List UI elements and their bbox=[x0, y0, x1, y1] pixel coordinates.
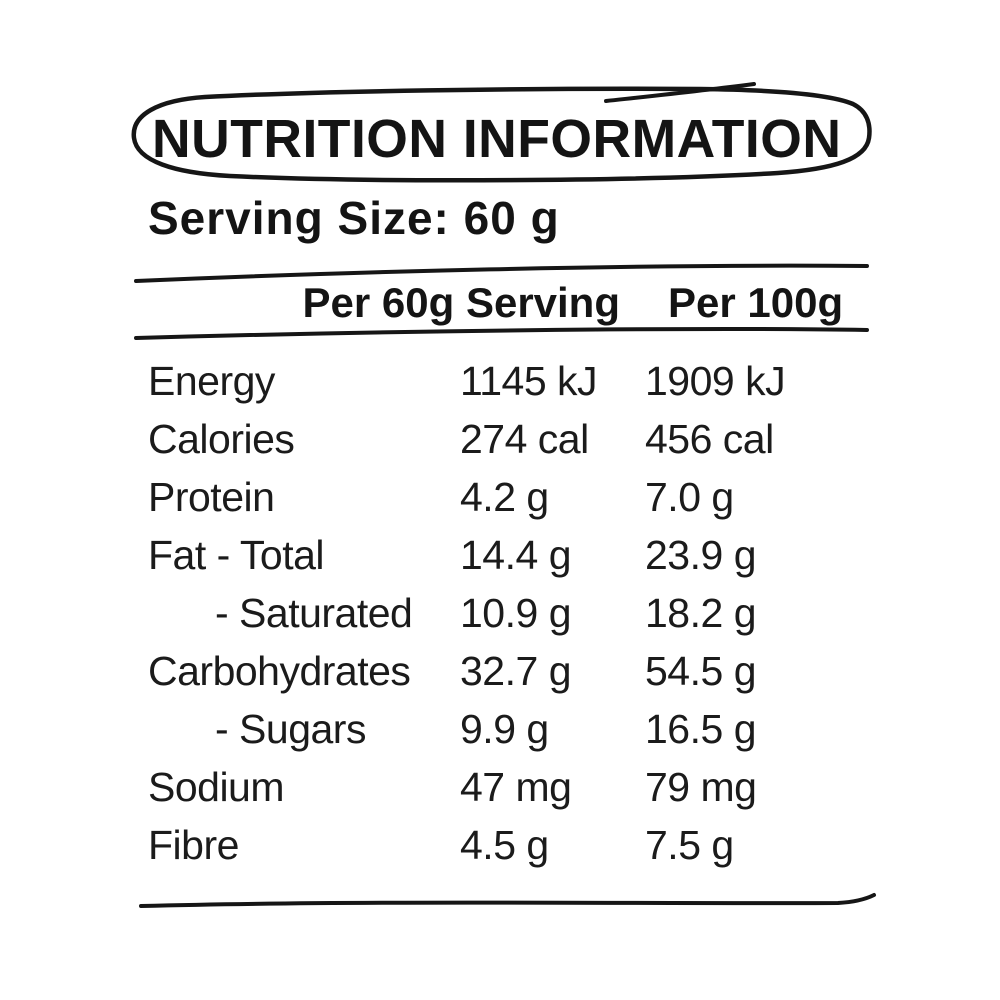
table-bottom-rule bbox=[139, 893, 876, 908]
nutrient-name: Energy bbox=[148, 358, 275, 404]
per-serving-value: 4.2 g bbox=[460, 474, 549, 520]
nutrient-name: Carbohydrates bbox=[148, 648, 411, 694]
per-100g-value: 456 cal bbox=[645, 416, 774, 462]
per-serving-value: 274 cal bbox=[460, 416, 589, 462]
table-row-fat-total: Fat - Total 14.4 g 23.9 g bbox=[148, 526, 870, 584]
page-title: NUTRITION INFORMATION bbox=[152, 109, 842, 169]
table-row-sugars: - Sugars 9.9 g 16.5 g bbox=[148, 700, 870, 758]
header-bottom-rule bbox=[134, 326, 869, 340]
table-row-fibre: Fibre 4.5 g 7.5 g bbox=[148, 816, 870, 874]
nutrient-name: Fibre bbox=[148, 822, 239, 868]
per-100g-value: 7.0 g bbox=[645, 474, 734, 520]
per-100g-value: 7.5 g bbox=[645, 822, 734, 868]
per-serving-value: 32.7 g bbox=[460, 648, 572, 694]
per-serving-value: 14.4 g bbox=[460, 532, 572, 578]
per-100g-value: 16.5 g bbox=[645, 706, 757, 752]
table-row-protein: Protein 4.2 g 7.0 g bbox=[148, 468, 870, 526]
column-header-per-serving: Per 60g Serving bbox=[302, 279, 620, 326]
nutrient-name: - Sugars bbox=[215, 706, 366, 752]
table-row-calories: Calories 274 cal 456 cal bbox=[148, 410, 870, 468]
nutrient-name: Protein bbox=[148, 474, 275, 520]
table-row-carbohydrates: Carbohydrates 32.7 g 54.5 g bbox=[148, 642, 870, 700]
per-100g-value: 79 mg bbox=[645, 764, 757, 810]
nutrient-name: Sodium bbox=[148, 764, 285, 810]
table-row-fat-saturated: - Saturated 10.9 g 18.2 g bbox=[148, 584, 870, 642]
nutrient-name: Fat - Total bbox=[148, 532, 325, 578]
table-row-energy: Energy 1145 kJ 1909 kJ bbox=[148, 352, 870, 410]
serving-size-text: Serving Size: 60 g bbox=[148, 192, 560, 244]
title-oval-tail-stroke bbox=[604, 82, 756, 103]
per-serving-value: 9.9 g bbox=[460, 706, 549, 752]
per-100g-value: 18.2 g bbox=[645, 590, 757, 636]
column-header-per-100g: Per 100g bbox=[668, 279, 844, 326]
per-serving-value: 4.5 g bbox=[460, 822, 549, 868]
per-serving-value: 47 mg bbox=[460, 764, 572, 810]
nutrient-name: - Saturated bbox=[215, 590, 413, 636]
nutrient-name: Calories bbox=[148, 416, 295, 462]
table-header: Per 60g Serving Per 100g bbox=[148, 280, 870, 326]
per-100g-value: 23.9 g bbox=[645, 532, 757, 578]
per-100g-value: 1909 kJ bbox=[645, 358, 786, 404]
per-100g-value: 54.5 g bbox=[645, 648, 757, 694]
per-serving-value: 10.9 g bbox=[460, 590, 572, 636]
nutrition-table: Energy 1145 kJ 1909 kJ Calories 274 cal … bbox=[148, 352, 870, 874]
table-row-sodium: Sodium 47 mg 79 mg bbox=[148, 758, 870, 816]
per-serving-value: 1145 kJ bbox=[460, 358, 598, 404]
